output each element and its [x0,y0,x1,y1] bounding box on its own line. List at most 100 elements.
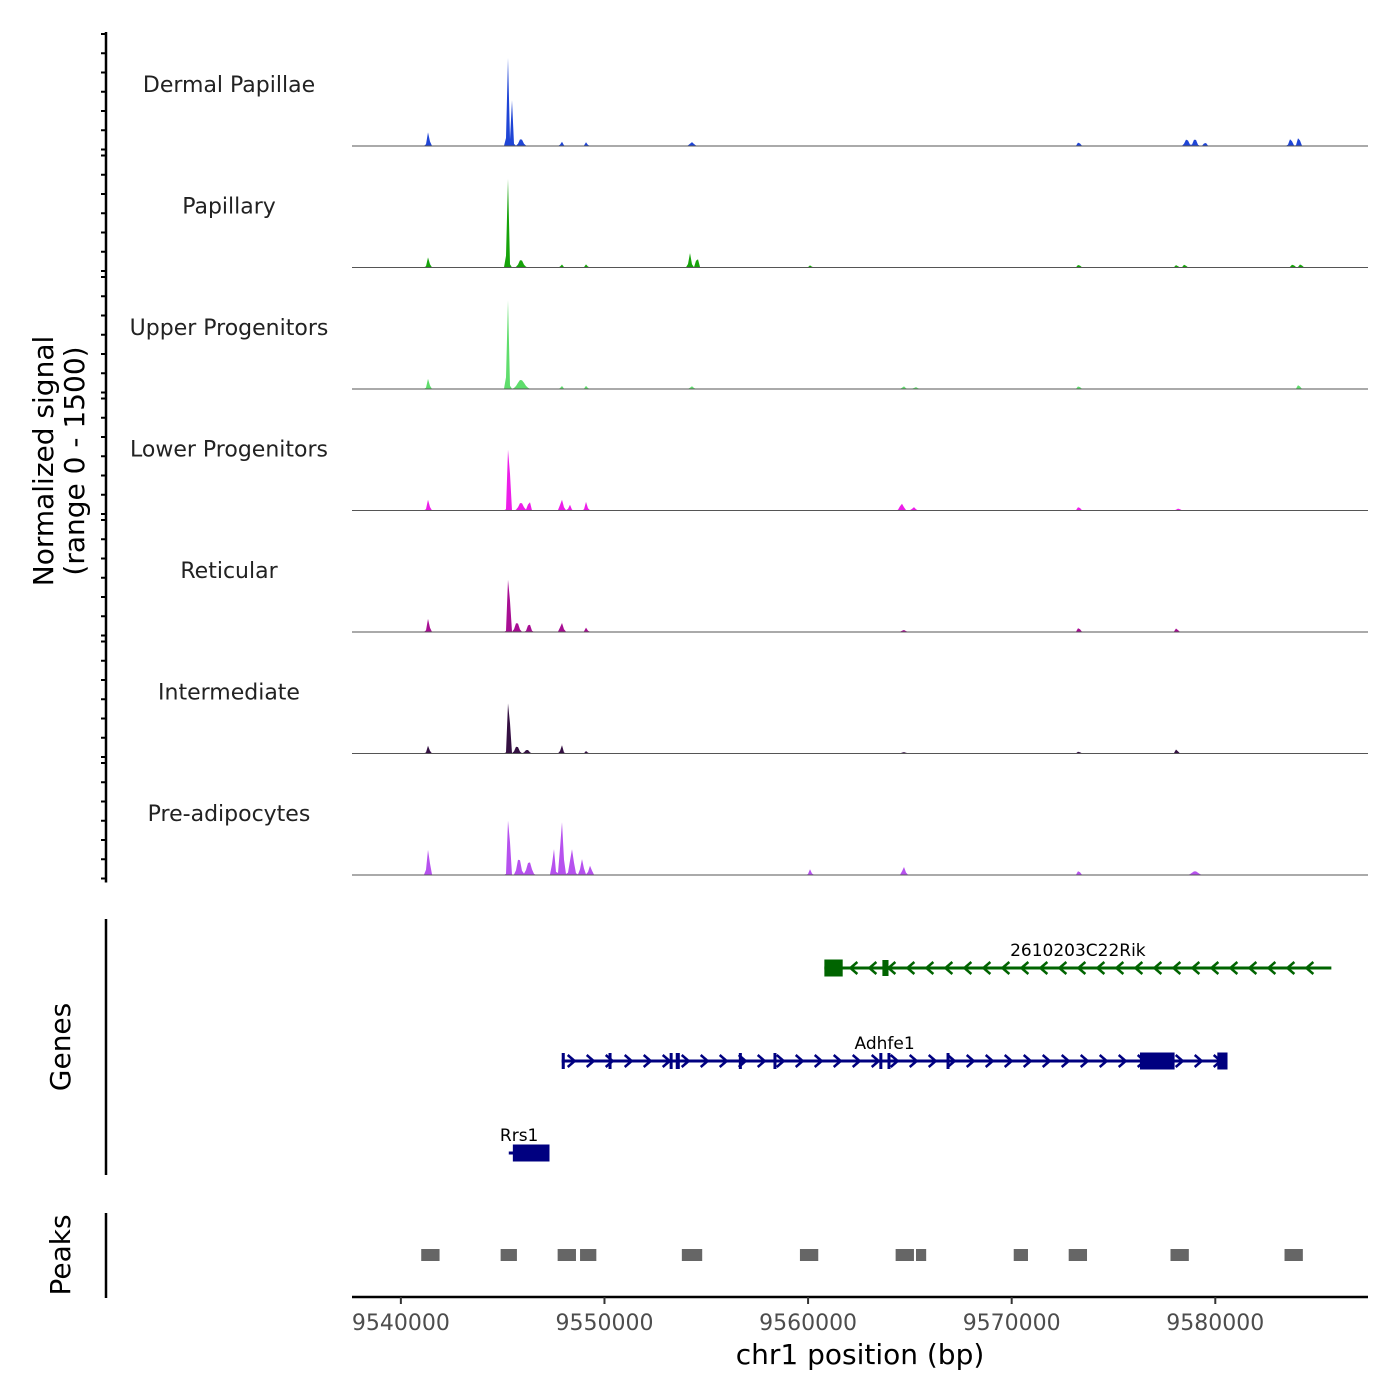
gene-adhfe1: Adhfe1 [561,1034,1228,1070]
gene-exon [608,1053,612,1069]
gene-strand-chevron [756,1054,767,1068]
gene-strand-chevron [1098,1054,1109,1068]
x-tick-label: 9550000 [555,1311,653,1336]
gene-strand-chevron [604,1054,615,1068]
track-upper-progenitors: Upper Progenitors [101,276,1368,394]
peak-region [500,1249,517,1261]
track-signal-intermediate [352,703,1368,754]
y-axis-label-line1: Normalized signal [27,336,60,587]
gene-strand-chevron [981,961,992,975]
x-tick-label: 9540000 [352,1311,450,1336]
gene-strand-chevron [1117,1054,1128,1068]
x-tick-label: 9570000 [963,1311,1061,1336]
peaks-panel-label: Peaks [44,1214,77,1295]
track-signal-pre-adipocytes [352,820,1368,875]
track-signal-papillary [352,178,1368,268]
gene-strand-chevron [1304,961,1315,975]
gene-strand-chevron [1152,961,1163,975]
gene-strand-chevron [1174,1054,1185,1068]
gene-strand-chevron [1000,961,1011,975]
gene-exon [561,1053,565,1069]
gene-exon [824,959,843,977]
gene-strand-chevron [1209,961,1220,975]
x-tick-label: 9580000 [1166,1311,1264,1336]
gene-strand-chevron [642,1054,653,1068]
peak-region [1284,1249,1303,1261]
gene-strand-chevron [965,1054,976,1068]
gene-strand-chevron [1266,961,1277,975]
gene-exon [879,1053,883,1069]
gene-strand-chevron [585,1054,596,1068]
gene-strand-chevron [946,1054,957,1068]
gene-label-adhfe1: Adhfe1 [855,1034,915,1054]
gene-strand-chevron [623,1054,634,1068]
gene-strand-chevron [927,1054,938,1068]
gene-exon [887,1053,891,1069]
gene-exon [773,1053,777,1069]
gene-rrs1: Rrs1 [500,1126,550,1162]
track-papillary: Papillary [101,154,1368,272]
gene-exon [1217,1052,1228,1070]
peak-region [580,1249,597,1261]
gene-strand-chevron [1022,1054,1033,1068]
peak-region [421,1249,440,1261]
gene-strand-chevron [680,1054,691,1068]
gene-strand-chevron [851,1054,862,1068]
track-label-pre-adipocytes: Pre-adipocytes [148,802,311,827]
gene-strand-chevron [566,1054,577,1068]
gene-strand-chevron [775,1054,786,1068]
gene-label-rrs1: Rrs1 [500,1126,538,1146]
gene-strand-chevron [848,961,859,975]
gene-strand-chevron [1247,961,1258,975]
track-signal-lower-progenitors [352,449,1368,511]
x-axis-label: chr1 position (bp) [736,1338,985,1371]
peak-region [557,1249,576,1261]
gene-strand-chevron [718,1054,729,1068]
gene-exon [738,1053,742,1069]
track-label-reticular: Reticular [180,559,278,584]
gene-strand-chevron [943,961,954,975]
track-lower-progenitors: Lower Progenitors [101,397,1368,515]
gene-exon [882,960,889,976]
gene-strand-chevron [832,1054,843,1068]
gene-strand-chevron [1057,961,1068,975]
gene-strand-chevron [1076,961,1087,975]
track-pre-adipocytes: Pre-adipocytes [101,762,1368,880]
gene-strand-chevron [813,1054,824,1068]
gene-2610203c22rik: 2610203C22Rik [824,941,1332,977]
peak-region [1170,1249,1189,1261]
gene-strand-chevron [905,961,916,975]
genes-panel: Genes 2610203C22Rik Adhfe1 Rrs1 [44,919,1332,1175]
gene-strand-chevron [889,1054,900,1068]
y-axis-label-line2: (range 0 - 1500) [58,346,91,575]
peak-region [1068,1249,1088,1261]
peak-region [895,1249,914,1261]
track-label-lower-progenitors: Lower Progenitors [130,438,328,463]
peak-region [799,1249,819,1261]
gene-strand-chevron [1060,1054,1071,1068]
gene-strand-chevron [1193,1054,1204,1068]
track-label-papillary: Papillary [182,195,276,220]
gene-strand-chevron [1190,961,1201,975]
genes-panel-label: Genes [44,1003,77,1091]
track-label-intermediate: Intermediate [158,681,300,706]
track-reticular: Reticular [101,519,1368,637]
gene-strand-chevron [1041,1054,1052,1068]
gene-exon [675,1053,680,1069]
gene-exon [946,1053,950,1069]
x-tick-label: 9560000 [759,1311,857,1336]
gene-strand-chevron [908,1054,919,1068]
gene-strand-chevron [794,1054,805,1068]
track-label-dermal-papillae: Dermal Papillae [143,73,315,98]
track-dermal-papillae: Dermal Papillae [101,33,1368,151]
gene-strand-chevron [1003,1054,1014,1068]
gene-strand-chevron [1114,961,1125,975]
gene-strand-chevron [699,1054,710,1068]
x-axis: 9540000 9550000 9560000 9570000 9580000 chr1… [352,1295,1368,1371]
coverage-tracks: Dermal Papillae Papillary Upper Progenitor… [101,32,1368,883]
gene-label-2610203c22rik: 2610203C22Rik [1010,941,1146,961]
track-label-upper-progenitors: Upper Progenitors [130,316,329,341]
gene-exon [1139,1052,1175,1070]
gene-strand-chevron [870,1054,881,1068]
